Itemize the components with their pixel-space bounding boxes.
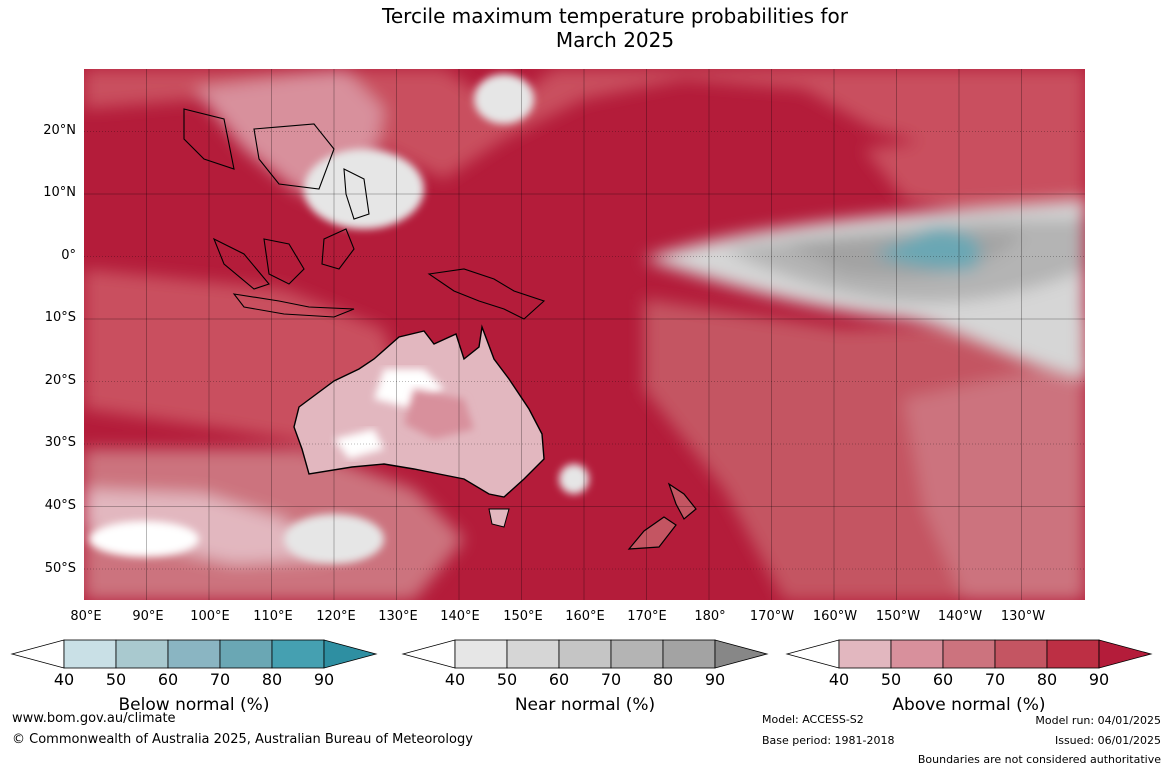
lon-label-170w: 170°W: [749, 609, 795, 624]
near-normal-colorbar: [401, 639, 769, 669]
colorbar-extend-low: [785, 639, 840, 669]
near-tick-70: 70: [600, 670, 622, 689]
colorbar-extend-high: [1098, 639, 1153, 669]
lon-label-100e: 100°E: [190, 609, 230, 624]
colorbar-segment: [942, 639, 996, 669]
above-tick-70: 70: [984, 670, 1006, 689]
colorbar-segment: [662, 639, 716, 669]
near-normal-label: Near normal (%): [514, 695, 656, 715]
lon-label-130e: 130°E: [378, 609, 418, 624]
lon-label-110e: 110°E: [253, 609, 293, 624]
colorbar-extend-low: [401, 639, 456, 669]
title-line-2: March 2025: [555, 28, 675, 52]
near-tick-90: 90: [704, 670, 726, 689]
lon-label-160w: 160°W: [812, 609, 858, 624]
near-normal-patches: [89, 74, 589, 564]
colorbar-segment: [838, 639, 892, 669]
near-tick-60: 60: [548, 670, 570, 689]
colorbar-segment: [454, 639, 508, 669]
new-zealand-landmass: [627, 482, 697, 550]
lon-label-80e: 80°E: [70, 609, 102, 624]
near-normal-tongue: [644, 199, 1085, 379]
below-normal-colorbar: [10, 639, 378, 669]
lat-label-10n: 10°N: [43, 185, 76, 200]
probability-field: [84, 69, 1085, 600]
above-tick-80: 80: [1036, 670, 1058, 689]
lon-label-140e: 140°E: [440, 609, 480, 624]
colorbar-segment: [167, 639, 221, 669]
below-normal-label: Below normal (%): [118, 695, 270, 715]
colorbar-segment: [271, 639, 325, 669]
below-tick-40: 40: [53, 670, 75, 689]
above-tick-60: 60: [932, 670, 954, 689]
below-tick-90: 90: [313, 670, 335, 689]
colorbar-segment: [219, 639, 273, 669]
lat-label-10s: 10°S: [44, 310, 76, 325]
colorbar-segment: [63, 639, 117, 669]
maritime-continent: [183, 108, 546, 320]
colorbar-extend-high: [323, 639, 378, 669]
lon-label-160e: 160°E: [565, 609, 605, 624]
colorbar-extend-low: [10, 639, 65, 669]
issued-date: Issued: 06/01/2025: [1054, 734, 1161, 747]
lon-label-180: 180°: [694, 609, 726, 624]
lat-label-20n: 20°N: [43, 123, 76, 138]
title-line-1: Tercile maximum temperature probabilitie…: [382, 4, 848, 28]
copyright-text: © Commonwealth of Australia 2025, Austra…: [12, 732, 473, 747]
lon-label-140w: 140°W: [937, 609, 983, 624]
below-tick-70: 70: [209, 670, 231, 689]
below-tick-60: 60: [157, 670, 179, 689]
near-tick-80: 80: [652, 670, 674, 689]
colorbar-segment: [1046, 639, 1100, 669]
website-link[interactable]: www.bom.gov.au/climate: [12, 711, 176, 726]
australia-landmass: [293, 324, 545, 528]
lat-label-40s: 40°S: [44, 498, 76, 513]
colorbar-segment: [558, 639, 612, 669]
above-tick-90: 90: [1088, 670, 1110, 689]
lon-label-150e: 150°E: [503, 609, 543, 624]
lon-label-170e: 170°E: [627, 609, 667, 624]
map-gridlines: [84, 69, 1085, 600]
colorbar-segment: [506, 639, 560, 669]
colorbar-segment: [610, 639, 664, 669]
above-tick-50: 50: [880, 670, 902, 689]
boundaries-disclaimer: Boundaries are not considered authoritat…: [917, 753, 1161, 766]
map-title: Tercile maximum temperature probabilitie…: [0, 4, 1173, 52]
above-normal-colorbar: [785, 639, 1153, 669]
lon-label-120e: 120°E: [316, 609, 356, 624]
colorbar-segment: [115, 639, 169, 669]
near-tick-50: 50: [496, 670, 518, 689]
lon-label-150w: 150°W: [875, 609, 921, 624]
below-tick-80: 80: [261, 670, 283, 689]
probability-map: [84, 69, 1085, 600]
above-tick-40: 40: [828, 670, 850, 689]
model-name: Model: ACCESS-S2: [762, 713, 864, 726]
lat-label-50s: 50°S: [44, 561, 76, 576]
above-normal-label: Above normal (%): [892, 695, 1046, 715]
colorbar-segment: [994, 639, 1048, 669]
lon-label-130w: 130°W: [1000, 609, 1046, 624]
model-run-date: Model run: 04/01/2025: [1035, 714, 1161, 727]
near-tick-40: 40: [444, 670, 466, 689]
colorbar-extend-high: [714, 639, 769, 669]
lon-label-90e: 90°E: [132, 609, 164, 624]
lat-label-20s: 20°S: [44, 373, 76, 388]
below-tick-50: 50: [105, 670, 127, 689]
colorbar-segment: [890, 639, 944, 669]
lat-label-30s: 30°S: [44, 435, 76, 450]
lat-label-0: 0°: [61, 248, 76, 263]
base-period: Base period: 1981-2018: [762, 734, 895, 747]
